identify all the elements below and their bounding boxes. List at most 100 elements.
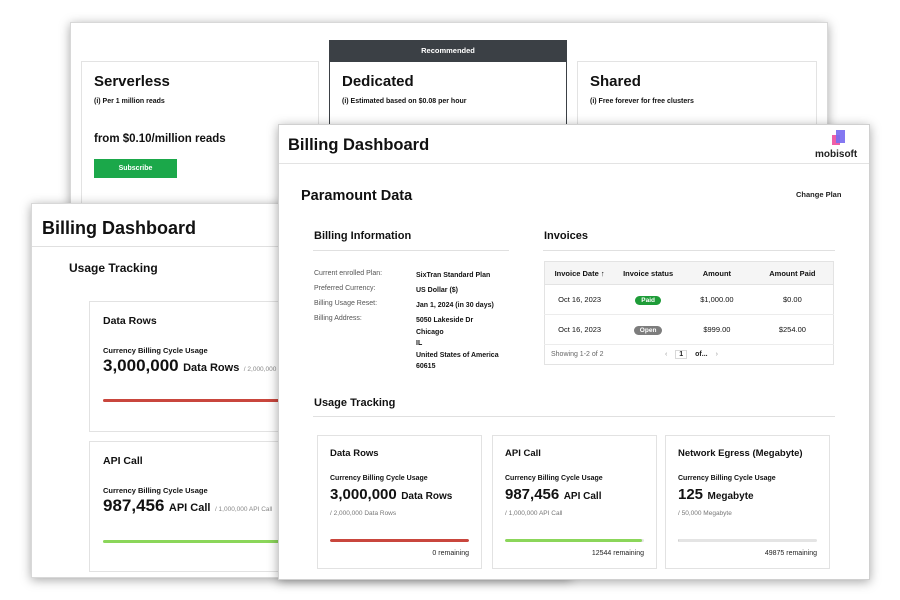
usage-value: 987,456 API Call bbox=[505, 486, 601, 504]
chevron-left-icon[interactable]: ‹ bbox=[665, 351, 668, 358]
section-divider bbox=[543, 250, 835, 251]
column-header-amount-paid[interactable]: Amount Paid bbox=[751, 261, 834, 285]
usage-limit: / 2,000,000 Data Rows bbox=[330, 510, 397, 517]
status-badge: Open bbox=[633, 325, 663, 335]
usage-limit: / 1,000,000 API Call bbox=[214, 506, 273, 513]
plan-note: (i) Per 1 million reads bbox=[94, 98, 165, 105]
logo-text: mobisoft bbox=[815, 149, 858, 160]
billing-value: US Dollar ($) bbox=[416, 287, 459, 294]
plan-name: Serverless bbox=[94, 73, 170, 90]
billing-label: Current enrolled Plan: bbox=[314, 270, 383, 277]
table-footer-row: Showing 1-2 of 2 ‹ 1 of... › bbox=[545, 345, 834, 365]
logo-icon bbox=[832, 130, 846, 145]
usage-limit: / 2,000,000 Data Rows bbox=[243, 366, 310, 373]
usage-number: 3,000,000 bbox=[330, 486, 397, 503]
billing-label: Billing Usage Reset: bbox=[314, 300, 378, 307]
usage-value: 3,000,000 Data Rows bbox=[330, 486, 452, 504]
usage-unit: Data Rows bbox=[183, 362, 240, 374]
invoice-amount: $1,000.00 bbox=[682, 284, 752, 315]
usage-card-data-rows: Data Rows Currency Billing Cycle Usage 3… bbox=[317, 435, 482, 569]
card-title: API Call bbox=[505, 448, 541, 459]
header-divider bbox=[279, 163, 869, 164]
invoice-date: Oct 16, 2023 bbox=[544, 284, 615, 315]
page-number-input[interactable]: 1 bbox=[675, 350, 688, 359]
progress-fill bbox=[505, 539, 643, 542]
usage-progress-bar bbox=[103, 540, 323, 543]
card-title: Network Egress (Megabyte) bbox=[678, 448, 803, 459]
table-row[interactable]: Oct 16, 2023 Paid $1,000.00 $0.00 bbox=[544, 284, 834, 315]
billing-value: Jan 1, 2024 (in 30 days) bbox=[416, 302, 494, 309]
usage-unit: Megabyte bbox=[707, 491, 754, 502]
invoice-amount: $999.00 bbox=[682, 314, 752, 345]
remaining-count: 0 remaining bbox=[432, 550, 469, 557]
plan-name: Dedicated bbox=[342, 73, 414, 90]
page-total: of... bbox=[695, 351, 708, 358]
chevron-right-icon[interactable]: › bbox=[715, 351, 718, 358]
remaining-count: 49875 remaining bbox=[764, 550, 817, 557]
usage-tracking-heading: Usage Tracking bbox=[314, 397, 396, 409]
recommended-banner: Recommended bbox=[329, 40, 567, 61]
usage-value: 125 Megabyte bbox=[678, 486, 754, 504]
invoice-status: Open bbox=[614, 314, 682, 345]
invoices-heading: Invoices bbox=[544, 230, 589, 242]
page-title: Billing Dashboard bbox=[288, 136, 430, 154]
section-divider bbox=[313, 250, 509, 251]
usage-limit: / 50,000 Megabyte bbox=[678, 510, 732, 517]
column-header-amount[interactable]: Amount bbox=[682, 261, 752, 285]
address-line: 5050 Lakeside Dr bbox=[416, 317, 474, 324]
usage-unit: Data Rows bbox=[401, 491, 453, 502]
usage-value: 3,000,000 Data Rows / 2,000,000 Data Row… bbox=[103, 356, 310, 376]
usage-number: 125 bbox=[678, 486, 704, 503]
address-line: United States of America bbox=[416, 351, 499, 359]
usage-progress-bar bbox=[103, 399, 323, 402]
usage-progress-bar bbox=[678, 539, 817, 542]
usage-tracking-heading: Usage Tracking bbox=[69, 261, 158, 275]
cycle-label: Currency Billing Cycle Usage bbox=[505, 475, 603, 482]
cycle-label: Currency Billing Cycle Usage bbox=[103, 346, 208, 355]
usage-number: 987,456 bbox=[505, 486, 560, 503]
invoice-date: Oct 16, 2023 bbox=[544, 314, 615, 345]
pagination: ‹ 1 of... › bbox=[665, 350, 724, 359]
table-header-row: Invoice Date ↑ Invoice status Amount Amo… bbox=[544, 261, 834, 285]
usage-unit: API Call bbox=[168, 502, 211, 514]
table-row[interactable]: Oct 16, 2023 Open $999.00 $254.00 bbox=[544, 314, 834, 345]
change-plan-link[interactable]: Change Plan bbox=[796, 190, 842, 199]
address-line: IL bbox=[416, 340, 423, 347]
usage-value: 987,456 API Call / 1,000,000 API Call bbox=[103, 496, 272, 516]
page-title: Billing Dashboard bbox=[42, 218, 197, 238]
invoice-amount-paid: $254.00 bbox=[751, 314, 834, 345]
usage-card-api-call: API Call Currency Billing Cycle Usage 98… bbox=[492, 435, 657, 569]
usage-progress-bar bbox=[330, 539, 469, 542]
column-header-invoice-status[interactable]: Invoice status bbox=[614, 261, 682, 285]
remaining-count: 12544 remaining bbox=[591, 550, 644, 557]
plan-note: (i) Estimated based on $0.08 per hour bbox=[342, 98, 467, 105]
section-divider bbox=[313, 416, 835, 417]
billing-value: SixTran Standard Plan bbox=[416, 272, 491, 279]
usage-unit: API Call bbox=[563, 491, 602, 502]
plan-price: from $0.10/million reads bbox=[94, 133, 226, 145]
billing-label: Billing Address: bbox=[314, 315, 362, 322]
cycle-label: Currency Billing Cycle Usage bbox=[103, 486, 208, 495]
invoice-status: Paid bbox=[614, 284, 682, 315]
usage-number: 3,000,000 bbox=[103, 356, 179, 375]
progress-fill bbox=[330, 539, 469, 542]
card-title: Data Rows bbox=[103, 315, 157, 327]
cycle-label: Currency Billing Cycle Usage bbox=[330, 475, 428, 482]
plan-name: Shared bbox=[590, 73, 641, 90]
card-title: API Call bbox=[103, 455, 143, 467]
usage-number: 987,456 bbox=[103, 496, 165, 515]
billing-label: Preferred Currency: bbox=[314, 285, 376, 292]
cycle-label: Currency Billing Cycle Usage bbox=[678, 475, 776, 482]
column-header-invoice-date[interactable]: Invoice Date ↑ bbox=[544, 261, 615, 285]
front-dashboard-window: Billing Dashboard mobisoft Paramount Dat… bbox=[278, 124, 870, 580]
company-name: Paramount Data bbox=[301, 188, 413, 204]
invoices-table: Invoice Date ↑ Invoice status Amount Amo… bbox=[544, 261, 834, 365]
usage-limit: / 1,000,000 API Call bbox=[505, 510, 563, 517]
subscribe-button[interactable]: Subscribe bbox=[94, 159, 177, 178]
invoice-amount-paid: $0.00 bbox=[751, 284, 834, 315]
address-line: 60615 bbox=[416, 363, 436, 370]
address-line: Chicago bbox=[416, 328, 444, 336]
showing-count: Showing 1-2 of 2 bbox=[551, 351, 604, 358]
plan-note: (i) Free forever for free clusters bbox=[590, 98, 694, 105]
usage-progress-bar bbox=[505, 539, 644, 542]
